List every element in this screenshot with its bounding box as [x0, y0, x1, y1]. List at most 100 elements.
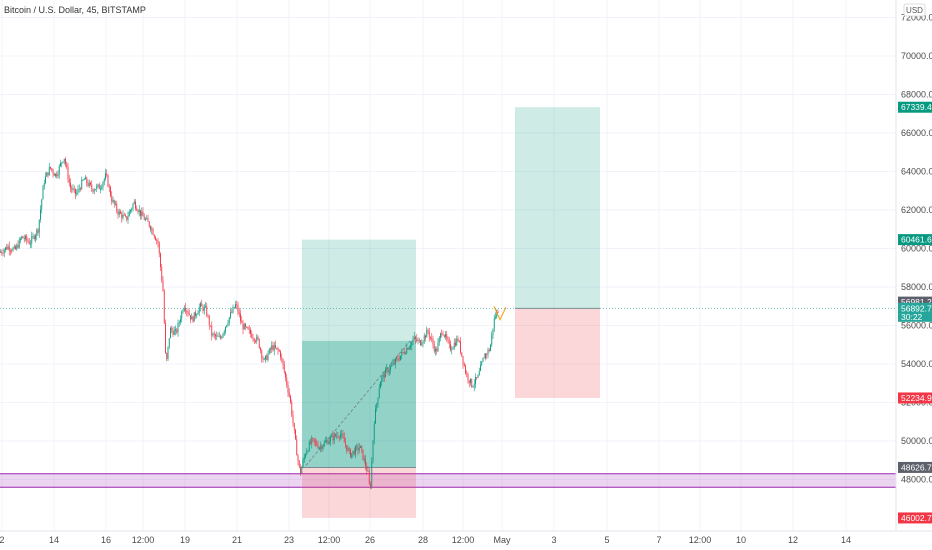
candle-body [430, 336, 431, 339]
candle-body [397, 358, 399, 360]
candle-body [456, 338, 458, 346]
candle-body [421, 343, 423, 346]
candle-body [496, 311, 498, 318]
candle-body [276, 347, 278, 349]
profit-zone[interactable] [302, 239, 416, 468]
time-tick-label: 28 [418, 535, 428, 545]
candle-body [197, 312, 199, 315]
candle-body [278, 350, 280, 352]
candle-body [65, 158, 66, 165]
price-scale[interactable] [896, 0, 932, 531]
candle-body [175, 329, 176, 331]
short-position-2[interactable] [515, 107, 600, 398]
candle-body [445, 334, 446, 337]
candle-body [132, 203, 134, 209]
candle-body [470, 378, 471, 383]
candle-body [196, 314, 198, 316]
time-tick-label: 5 [604, 535, 609, 545]
candle-body [15, 246, 16, 250]
candle-body [162, 280, 164, 292]
candle-body [265, 355, 266, 359]
candle-body [230, 312, 231, 318]
time-tick-label: 23 [284, 535, 294, 545]
candle-body [467, 374, 469, 381]
candle-body [238, 312, 240, 314]
price-tag: 56981.21 [898, 296, 932, 308]
candle-body [31, 236, 33, 244]
candle-body [478, 371, 480, 376]
candle-body [148, 221, 150, 227]
candle-body [380, 382, 381, 389]
candle-body [187, 311, 189, 314]
candle-body [46, 172, 48, 177]
candle-body [482, 357, 484, 362]
candle-body [222, 333, 224, 338]
profit-zone[interactable] [515, 107, 600, 309]
candle-body [98, 184, 100, 190]
candle-body [362, 449, 364, 460]
time-axis[interactable]: 2 14 16 12:00 19 21 23 12:00 26 28 12:00 May 3 5 7 12:0… [0, 535, 851, 545]
candle-body [103, 178, 105, 183]
candle-body [167, 346, 169, 359]
price-tick-label: 54000.00 [901, 359, 932, 369]
candle-body [353, 450, 355, 455]
price-tick-label: 48000.00 [901, 475, 932, 485]
candle-body [346, 445, 348, 451]
candle-body [17, 245, 19, 248]
candle-body [212, 333, 214, 336]
candle-body [73, 188, 75, 190]
currency-button[interactable]: USD [903, 3, 926, 17]
candle-body [225, 326, 226, 332]
candle-body [468, 380, 470, 383]
stop-zone[interactable] [515, 308, 600, 398]
candle-body [131, 208, 133, 211]
time-tick-label: 10 [736, 535, 746, 545]
candle-body [10, 250, 11, 252]
candle-body [192, 316, 194, 322]
candle-body [163, 291, 165, 323]
candle-body [465, 365, 466, 374]
candle-body [101, 186, 103, 189]
candle-body [372, 440, 374, 462]
support-zone[interactable] [0, 473, 896, 488]
candle-body [488, 349, 490, 351]
candle-body [450, 343, 451, 351]
candle-body [228, 317, 230, 323]
candle-body [151, 228, 153, 230]
time-tick-label: May [493, 535, 511, 545]
candle-body [457, 338, 459, 341]
candle-body [143, 216, 145, 220]
candle-body [270, 348, 271, 350]
candle-body [373, 423, 375, 441]
stop-zone[interactable] [302, 467, 416, 518]
candle-body [195, 312, 196, 316]
candle-body [263, 358, 265, 360]
candle-body [18, 239, 20, 248]
position-boxes[interactable] [302, 107, 600, 518]
time-tick-label: 12:00 [318, 535, 341, 545]
candle-body [121, 213, 123, 219]
candle-body [200, 303, 201, 308]
time-tick-label: 26 [365, 535, 375, 545]
candle-body [495, 317, 496, 318]
candle-body [126, 216, 128, 220]
candle-body [463, 364, 465, 366]
candle-body [37, 229, 39, 233]
candle-body [13, 246, 15, 249]
candle-body [82, 179, 84, 181]
price-tags: 67339.43 60461.68 56981.2156892.7830:22 522… [898, 101, 932, 524]
long-position-1[interactable] [302, 239, 416, 518]
price-tag-bg [898, 512, 932, 524]
candle-body [436, 348, 438, 352]
candle-body [137, 210, 139, 213]
candle-body [275, 345, 276, 348]
candle-body [382, 374, 384, 378]
candle-body [415, 336, 416, 339]
candle-body [262, 357, 264, 360]
candle-body [356, 446, 358, 448]
candle-body [331, 435, 333, 438]
candle-body [168, 338, 170, 347]
candle-body [215, 334, 216, 337]
candle-body [8, 246, 10, 251]
